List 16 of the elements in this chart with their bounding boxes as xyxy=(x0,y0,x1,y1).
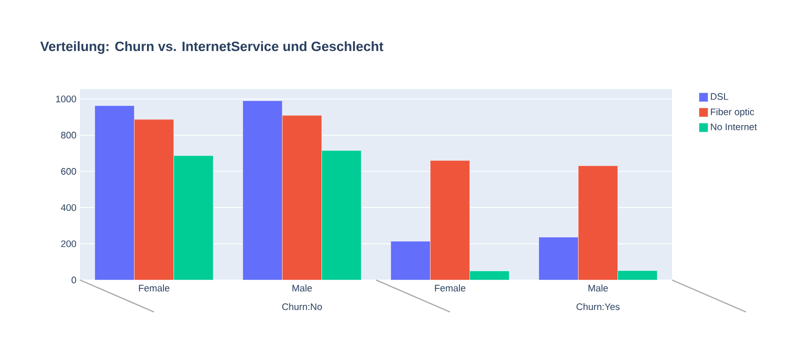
x-tick-label: Male xyxy=(292,284,312,292)
legend-label: No Internet xyxy=(710,124,757,130)
legend-label: DSL xyxy=(710,93,728,100)
y-tick-label: 1000 xyxy=(56,96,76,102)
x-tick-label: Female xyxy=(139,284,170,292)
y-tick-label: 200 xyxy=(61,240,76,248)
text: Churn:Yes xyxy=(576,303,620,310)
y-tick-label: 400 xyxy=(60,204,76,211)
text: Churn:No xyxy=(282,303,322,310)
x-tick-label: Male xyxy=(588,284,608,292)
x-tick-label: Female xyxy=(435,284,466,292)
y-tick-label: 0 xyxy=(72,276,76,284)
chart-title: Verteilung: Churn vs. InternetService und Geschlecht xyxy=(40,41,384,54)
y-tick-label: 600 xyxy=(61,168,76,175)
y-tick-label: 800 xyxy=(61,132,76,139)
legend-label: Fiber optic xyxy=(710,108,754,118)
